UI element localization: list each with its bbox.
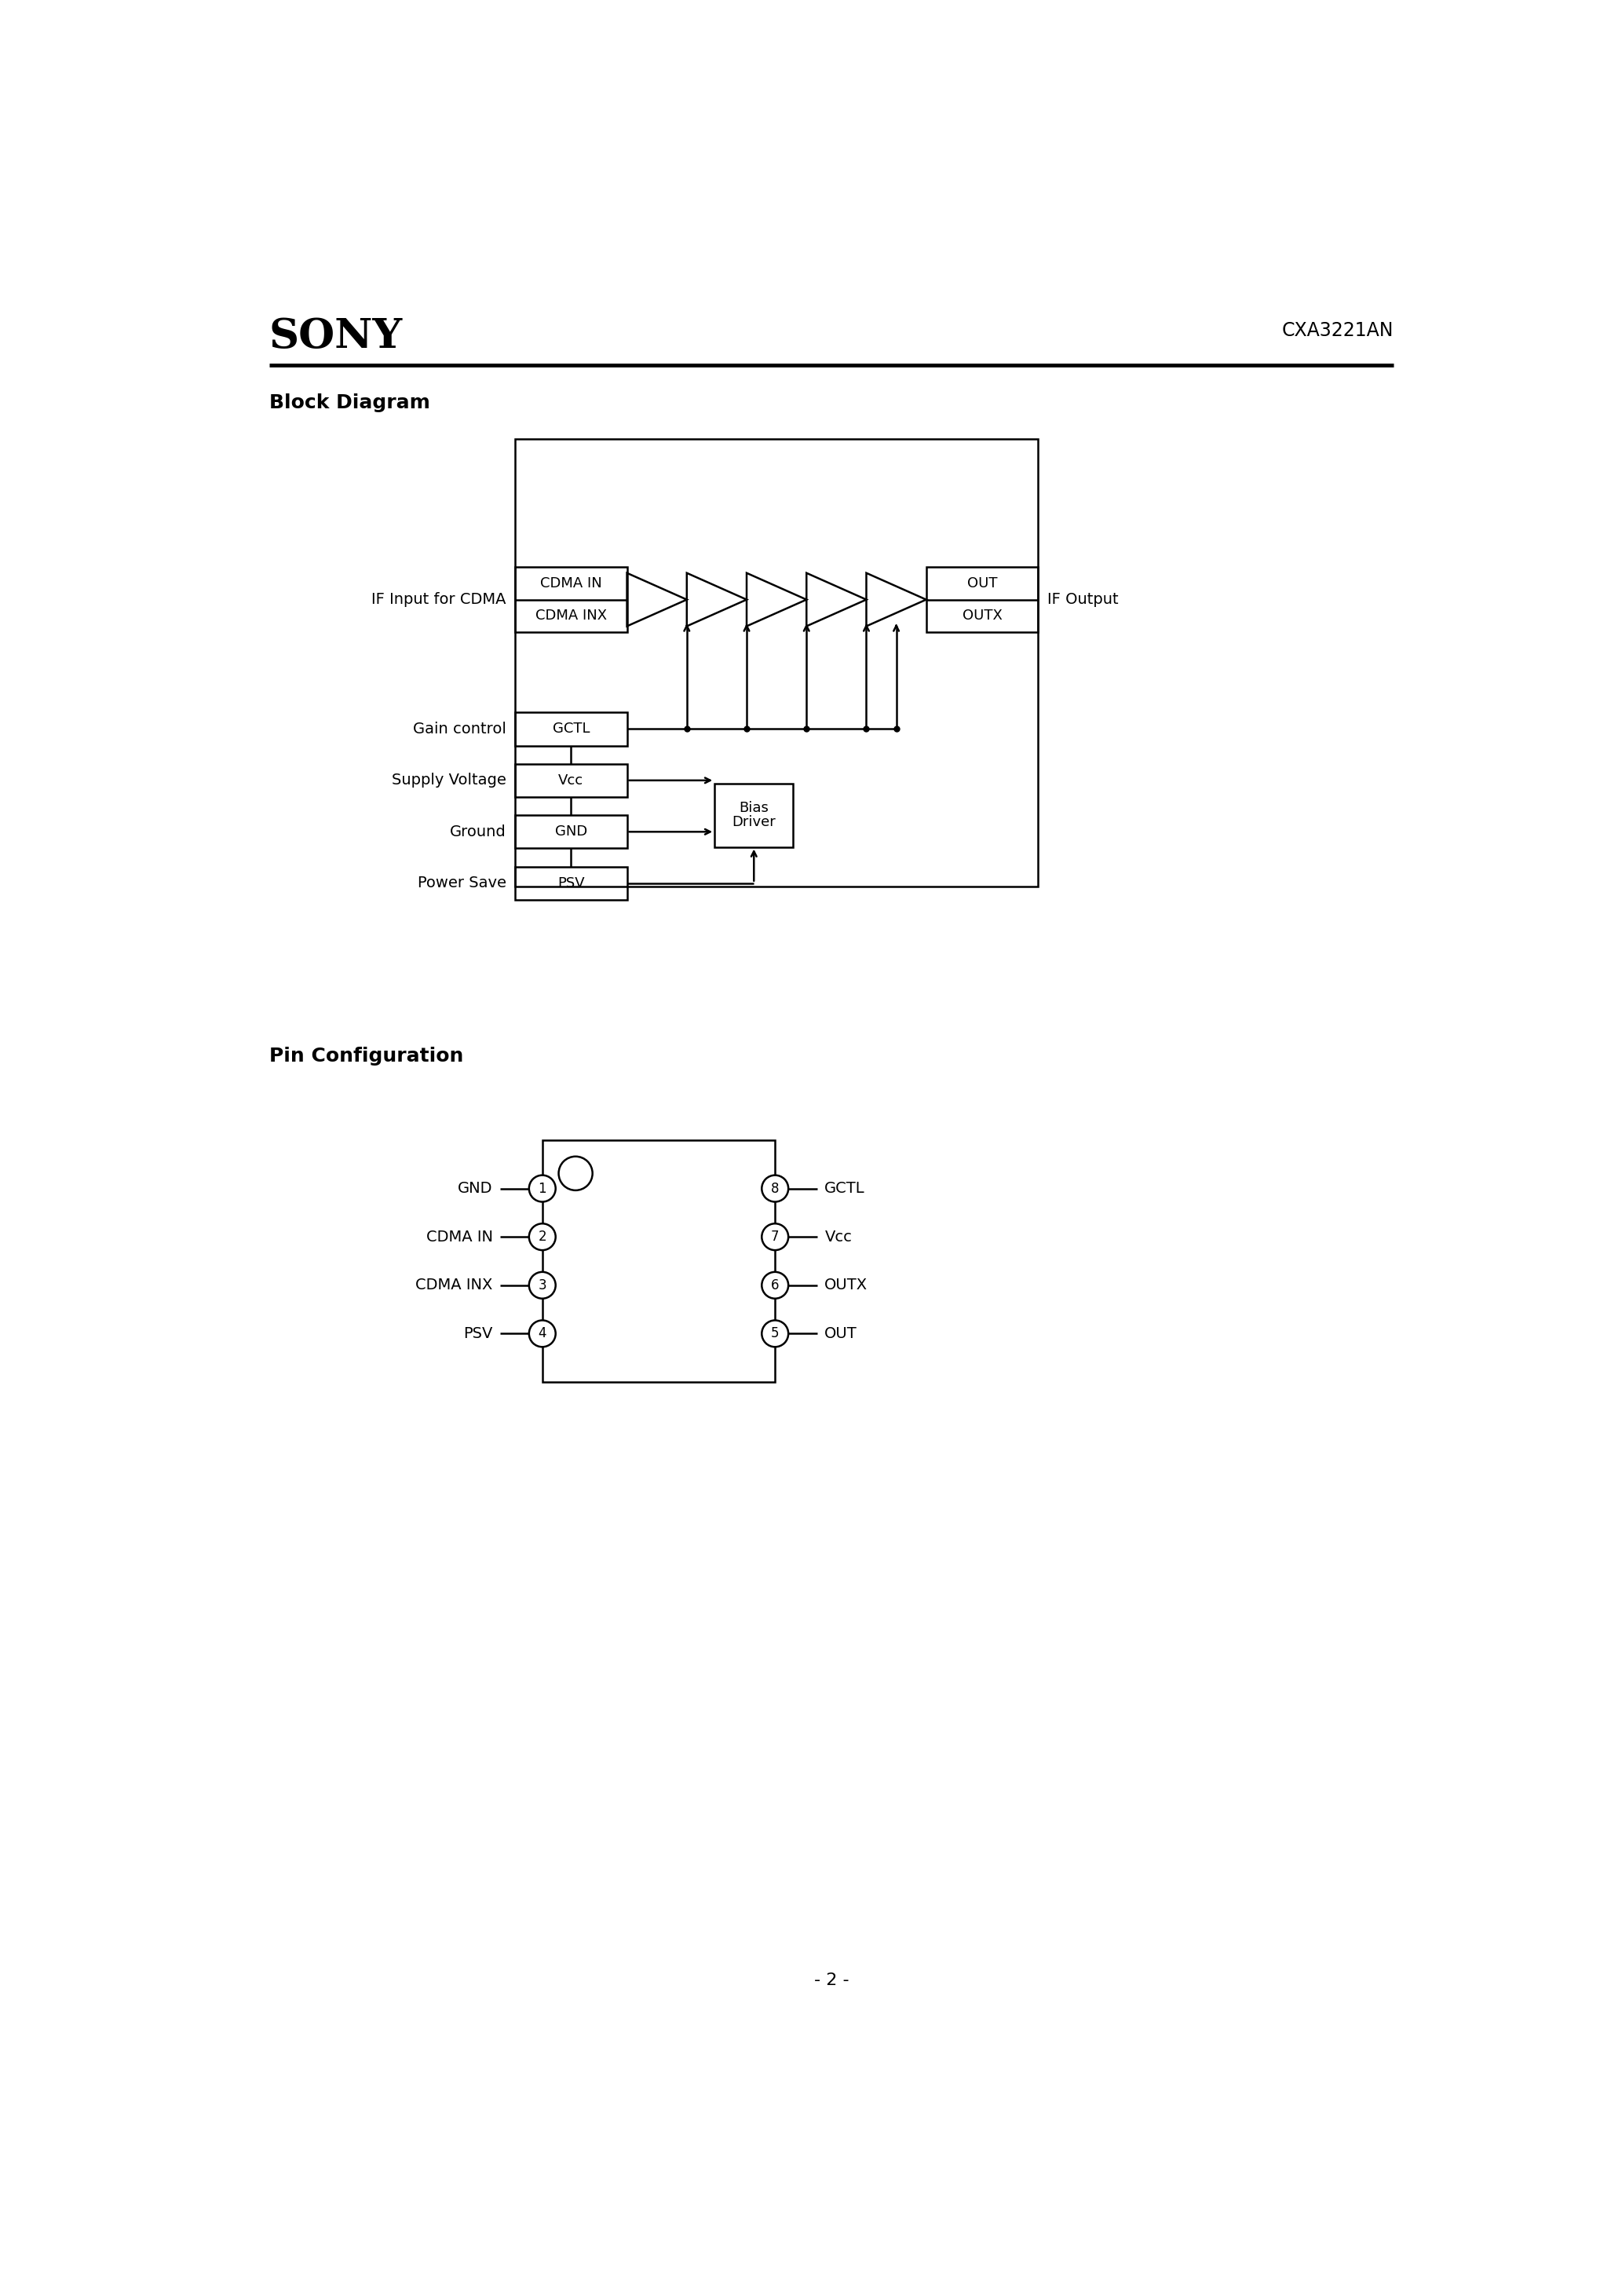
- Bar: [516, 439, 1038, 886]
- Text: Vcc: Vcc: [824, 1228, 852, 1244]
- Text: 2: 2: [539, 1231, 547, 1244]
- Text: IF Input for CDMA: IF Input for CDMA: [371, 592, 506, 606]
- Text: PSV: PSV: [464, 1327, 493, 1341]
- Text: GND: GND: [457, 1180, 493, 1196]
- Text: 5: 5: [770, 1327, 779, 1341]
- Text: Ground: Ground: [449, 824, 506, 840]
- Text: CDMA IN: CDMA IN: [540, 576, 602, 590]
- Text: GND: GND: [555, 824, 587, 838]
- Text: Pin Configuration: Pin Configuration: [269, 1047, 464, 1065]
- Text: GCTL: GCTL: [553, 721, 590, 737]
- Text: 6: 6: [770, 1279, 779, 1293]
- Text: 7: 7: [770, 1231, 779, 1244]
- Bar: [516, 815, 628, 850]
- Text: Power Save: Power Save: [417, 875, 506, 891]
- Bar: [715, 783, 793, 847]
- Text: 8: 8: [770, 1182, 779, 1196]
- Circle shape: [529, 1176, 556, 1201]
- Text: 1: 1: [539, 1182, 547, 1196]
- Bar: [926, 567, 1038, 631]
- Text: SONY: SONY: [269, 317, 402, 356]
- Text: Block Diagram: Block Diagram: [269, 393, 430, 413]
- Circle shape: [762, 1272, 788, 1300]
- Text: IF Output: IF Output: [1048, 592, 1118, 606]
- Circle shape: [529, 1224, 556, 1251]
- Text: CDMA INX: CDMA INX: [535, 608, 607, 622]
- Bar: [516, 866, 628, 900]
- Circle shape: [762, 1320, 788, 1348]
- Text: Gain control: Gain control: [412, 721, 506, 737]
- Text: OUT: OUT: [967, 576, 998, 590]
- Circle shape: [529, 1320, 556, 1348]
- Text: 3: 3: [539, 1279, 547, 1293]
- Text: 4: 4: [539, 1327, 547, 1341]
- Text: OUT: OUT: [824, 1327, 858, 1341]
- Text: OUTX: OUTX: [962, 608, 1002, 622]
- Bar: [516, 765, 628, 797]
- Text: CDMA IN: CDMA IN: [427, 1228, 493, 1244]
- Bar: [516, 712, 628, 746]
- Bar: [516, 567, 628, 631]
- Text: Driver: Driver: [732, 815, 775, 829]
- Text: Bias: Bias: [740, 801, 769, 815]
- Circle shape: [762, 1176, 788, 1201]
- Text: Supply Voltage: Supply Voltage: [391, 774, 506, 788]
- Text: OUTX: OUTX: [824, 1279, 868, 1293]
- Text: - 2 -: - 2 -: [814, 1972, 848, 1988]
- Text: PSV: PSV: [558, 877, 584, 891]
- Text: GCTL: GCTL: [824, 1180, 865, 1196]
- Text: CXA3221AN: CXA3221AN: [1281, 321, 1393, 340]
- Text: Vcc: Vcc: [558, 774, 584, 788]
- Circle shape: [529, 1272, 556, 1300]
- Bar: [542, 1141, 775, 1382]
- Text: CDMA INX: CDMA INX: [415, 1279, 493, 1293]
- Circle shape: [762, 1224, 788, 1251]
